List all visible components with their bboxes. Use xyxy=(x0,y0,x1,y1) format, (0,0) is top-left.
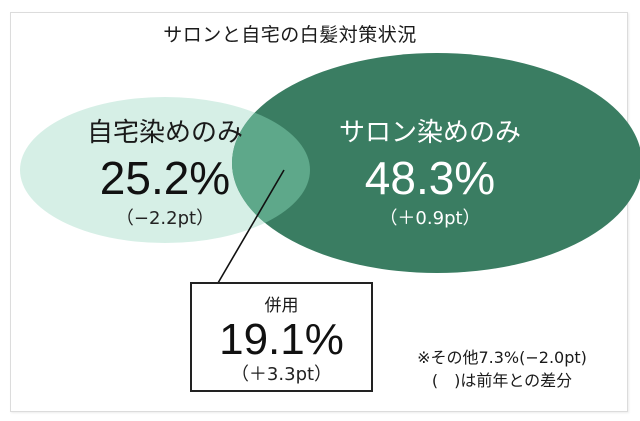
both-callout-box: 併用 19.1% （＋3.3pt） xyxy=(190,282,373,392)
salon-only-diff: （＋0.9pt） xyxy=(379,208,481,229)
both-value: 19.1% xyxy=(219,315,344,364)
salon-only-label: サロン染めのみ xyxy=(338,118,521,148)
home-only-ellipse xyxy=(20,97,310,243)
chart-title: サロンと自宅の白髪対策状況 xyxy=(163,24,417,46)
other-note: ※その他7.3%(−2.0pt) xyxy=(417,348,587,367)
diff-legend-note: ( )は前年との差分 xyxy=(431,371,573,390)
home-only-diff: （−2.2pt） xyxy=(115,208,215,229)
salon-only-ellipse xyxy=(232,53,640,273)
both-label: 併用 xyxy=(264,296,299,316)
home-only-value: 25.2% xyxy=(99,152,231,204)
leader-line xyxy=(217,169,285,284)
salon-only-value: 48.3% xyxy=(364,152,496,204)
home-only-label: 自宅染めのみ xyxy=(86,118,243,148)
both-diff: （＋3.3pt） xyxy=(230,364,333,385)
